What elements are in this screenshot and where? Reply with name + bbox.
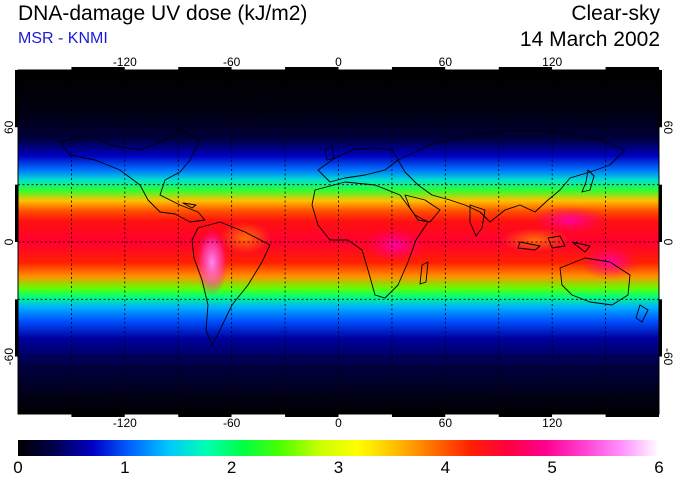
lat-tick-label: 60 (661, 121, 675, 135)
frame-bar-bottom (285, 414, 339, 417)
frame-bar-top (178, 67, 232, 70)
data-source-label: MSR - KNMI (18, 30, 108, 47)
frame-bar-right (659, 242, 662, 300)
lat-tick-label: -60 (2, 348, 16, 366)
indonesia-coastline (517, 235, 591, 253)
frame-bar-top (498, 67, 553, 70)
greenland-coastline (224, 94, 261, 126)
antarctica-coastline (18, 394, 659, 401)
india-coastline (469, 204, 486, 237)
lon-tick-label: 120 (542, 416, 562, 430)
lon-tick-label: 0 (335, 55, 342, 69)
frame-bar-bottom (124, 414, 179, 417)
map-title: DNA-damage UV dose (kJ/m2) (18, 2, 308, 25)
lon-labels-top: -120 -60 0 60 120 (113, 55, 563, 69)
lat-tick-label: 0 (661, 239, 675, 246)
frame-bar-top (18, 67, 72, 70)
asia-coastline (397, 129, 626, 223)
lon-tick-label: 120 (542, 55, 562, 69)
lon-tick-label: 60 (439, 416, 453, 430)
uv-min-amazon (219, 222, 271, 254)
frame-bar-top (71, 67, 125, 70)
lon-tick-label: -60 (223, 416, 241, 430)
colorbar-tick-label: 5 (547, 458, 557, 477)
cuba-coastline (182, 202, 197, 209)
colorbar-tick-label: 0 (13, 458, 23, 477)
lat-tick-label: -60 (661, 348, 675, 366)
uv-max-andes (196, 228, 228, 296)
africa-coastline (311, 181, 429, 299)
colorbar-tick-label: 6 (654, 458, 664, 477)
new-zealand-coastline (635, 304, 649, 323)
frame-bar-bottom (338, 414, 392, 417)
map-border (17, 69, 660, 415)
frame-bar-top (391, 67, 446, 70)
frame-bar-top (124, 67, 179, 70)
frame-bar-top (285, 67, 339, 70)
colorbar-tick-label: 1 (120, 458, 130, 477)
frame-bar-left (15, 299, 18, 357)
frame-bar-top (552, 67, 606, 70)
product-label: Clear-sky (571, 2, 660, 25)
frame-bar-top (605, 67, 659, 70)
colorbar-tick-label: 2 (226, 458, 237, 477)
frame-bar-bottom (498, 414, 553, 417)
japan-coastline (581, 169, 595, 193)
frame-bar-right (659, 70, 662, 128)
uv-min-indonesia (501, 228, 569, 252)
frame-bar-bottom (445, 414, 499, 417)
coastlines (18, 94, 659, 401)
frame-bar-top (445, 67, 499, 70)
frame-bar-bottom (18, 414, 72, 417)
lat-tick-label: 60 (2, 120, 16, 134)
lon-tick-label: 0 (335, 416, 342, 430)
colorbar-tick-label: 4 (440, 458, 451, 477)
frame-bar-left (15, 184, 18, 242)
frame-bar-right (659, 184, 662, 242)
frame-bar-bottom (231, 414, 286, 417)
south-america-coastline (191, 221, 271, 346)
frame-bar-left (15, 242, 18, 300)
uv-max-africa (365, 227, 425, 263)
frame-bar-top (338, 67, 392, 70)
colorbar (18, 440, 659, 456)
lon-tick-label: -60 (223, 55, 241, 69)
colorbar-tick-label: 3 (333, 458, 344, 477)
lat-labels-left: 60 0 -60 (2, 120, 16, 365)
lon-tick-label: -120 (113, 55, 137, 69)
map-frame (15, 67, 662, 417)
arabia-coastline (404, 194, 441, 223)
north-america-coastline (59, 129, 206, 223)
frame-bar-right (659, 356, 662, 414)
frame-bar-bottom (605, 414, 659, 417)
frame-bar-bottom (71, 414, 125, 417)
frame-bar-left (15, 356, 18, 414)
lat-tick-label: 0 (2, 238, 16, 245)
frame-bar-bottom (391, 414, 446, 417)
uv-max-pacific (530, 206, 610, 234)
frame-bar-bottom (552, 414, 606, 417)
frame-bar-bottom (178, 414, 232, 417)
lon-tick-label: 60 (439, 55, 453, 69)
date-label: 14 March 2002 (519, 28, 660, 51)
frame-bar-left (15, 127, 18, 185)
frame-bar-right (659, 127, 662, 185)
lon-labels-bottom: -120 -60 0 60 120 (113, 416, 563, 430)
lon-tick-label: -120 (113, 416, 137, 430)
frame-bar-top (231, 67, 286, 70)
lat-labels-right: 60 0 -60 (661, 121, 675, 366)
graticule (18, 70, 659, 414)
frame-bar-right (659, 299, 662, 357)
madagascar-coastline (419, 261, 429, 285)
frame-bar-left (15, 70, 18, 128)
britain-coastline (324, 144, 335, 161)
australia-coastline (559, 257, 631, 306)
